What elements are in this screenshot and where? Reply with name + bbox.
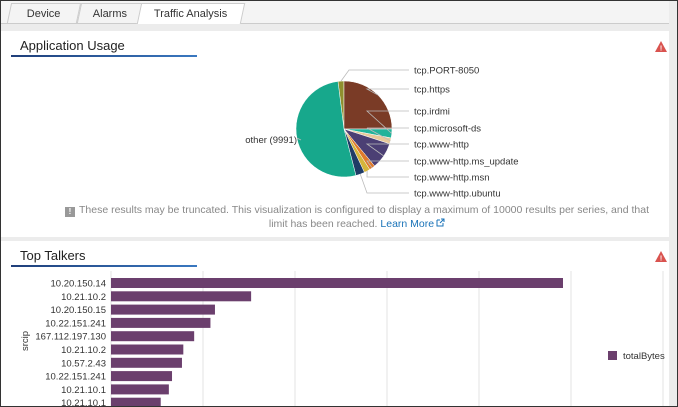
leader-line xyxy=(366,160,409,169)
y-tick-label: 10.22.151.241 xyxy=(45,318,106,329)
leader-line xyxy=(365,110,409,134)
pie-chart: ! tcp.PORT-8050 tcp.https tcp.irdmi tcp.mic… xyxy=(245,41,667,200)
tab-bar: Device Alarms Traffic Analysis xyxy=(1,1,669,24)
bar xyxy=(111,397,161,406)
bar xyxy=(111,344,184,355)
learn-more-link[interactable]: Learn More xyxy=(380,218,435,230)
bar xyxy=(111,304,215,315)
info-icon: ! xyxy=(64,207,75,217)
bar xyxy=(111,291,252,302)
slice-label: other (9991) xyxy=(245,135,297,146)
bar-chart: ! 10.20.150.14 10.21.10.2 10.20.150.15 10.2… xyxy=(20,251,667,407)
slice-label: tcp.https xyxy=(414,85,450,96)
leader-line xyxy=(366,171,409,178)
warning-icon: ! xyxy=(655,41,667,53)
leader-line xyxy=(365,143,409,157)
y-tick-label: 10.21.10.1 xyxy=(61,398,106,407)
bar xyxy=(111,317,211,328)
y-tick-label: 167.112.197.130 xyxy=(35,332,106,343)
leader-line xyxy=(366,127,409,142)
external-link-icon xyxy=(436,218,445,227)
slice-label: tcp.irdmi xyxy=(414,107,450,118)
slice-label: tcp.www-http.msn xyxy=(414,173,490,184)
notice-text: These results may be truncated. This vis… xyxy=(78,204,649,230)
y-tick-label: 10.20.150.15 xyxy=(51,305,106,316)
svg-text:!: ! xyxy=(660,256,662,263)
y-tick-label: 10.21.10.2 xyxy=(61,345,106,356)
slice-label: tcp.microsoft-ds xyxy=(414,124,481,135)
bar xyxy=(111,384,169,395)
y-tick-label: 10.22.151.241 xyxy=(45,372,106,383)
leader-line xyxy=(296,137,302,141)
bar xyxy=(111,331,195,342)
panel-title: Application Usage xyxy=(20,38,125,53)
slice-label: tcp.PORT-8050 xyxy=(414,66,479,77)
leader-line xyxy=(340,69,409,82)
y-tick-label: 10.21.10.2 xyxy=(61,292,106,303)
truncation-notice: ! These results may be truncated. This vi… xyxy=(61,203,653,231)
bar xyxy=(111,357,182,368)
leader-line xyxy=(359,174,409,194)
bar xyxy=(111,371,173,382)
slice-label: tcp.www-http.ms_update xyxy=(414,157,519,168)
bar xyxy=(111,278,563,288)
y-axis-label: srcip xyxy=(20,331,31,351)
slice-label: tcp.www-http.ubuntu xyxy=(414,189,501,200)
legend-swatch xyxy=(608,351,617,360)
y-tick-label: 10.20.150.14 xyxy=(51,279,106,290)
svg-text:!: ! xyxy=(660,46,662,53)
legend-label: totalBytes xyxy=(623,351,665,362)
y-tick-label: 10.57.2.43 xyxy=(61,358,106,369)
pie-slice xyxy=(343,80,393,130)
y-tick-label: 10.21.10.1 xyxy=(61,385,106,396)
slice-label: tcp.www-http xyxy=(414,140,469,151)
leader-line xyxy=(365,88,409,96)
title-underline xyxy=(11,265,197,267)
panel-title: Top Talkers xyxy=(20,248,86,263)
warning-icon: ! xyxy=(655,251,667,263)
title-underline xyxy=(11,55,197,57)
